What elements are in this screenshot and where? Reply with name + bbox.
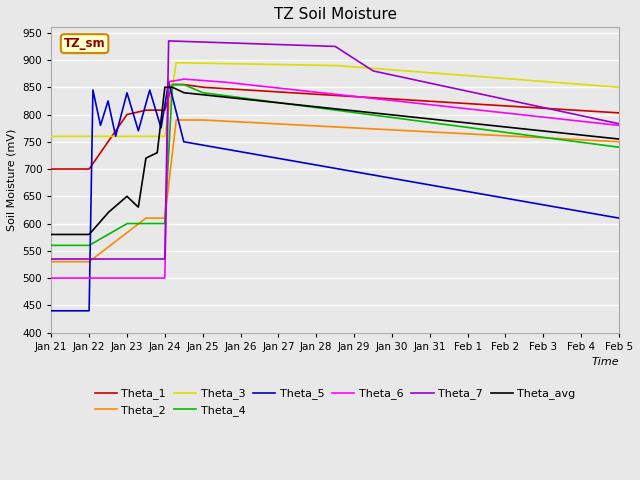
Legend: Theta_1, Theta_2, Theta_3, Theta_4, Theta_5, Theta_6, Theta_7, Theta_avg: Theta_1, Theta_2, Theta_3, Theta_4, Thet… bbox=[90, 384, 580, 420]
Title: TZ Soil Moisture: TZ Soil Moisture bbox=[274, 7, 397, 22]
X-axis label: Time: Time bbox=[591, 357, 619, 367]
Text: TZ_sm: TZ_sm bbox=[64, 37, 106, 50]
Y-axis label: Soil Moisture (mV): Soil Moisture (mV) bbox=[7, 129, 17, 231]
